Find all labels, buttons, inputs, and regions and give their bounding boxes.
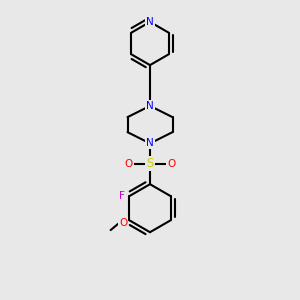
Text: O: O	[119, 218, 127, 228]
Text: O: O	[124, 159, 133, 169]
Text: O: O	[167, 159, 176, 169]
Text: N: N	[146, 138, 154, 148]
Text: N: N	[146, 17, 154, 27]
Text: F: F	[119, 191, 125, 201]
Text: N: N	[146, 101, 154, 111]
Text: S: S	[146, 157, 154, 170]
